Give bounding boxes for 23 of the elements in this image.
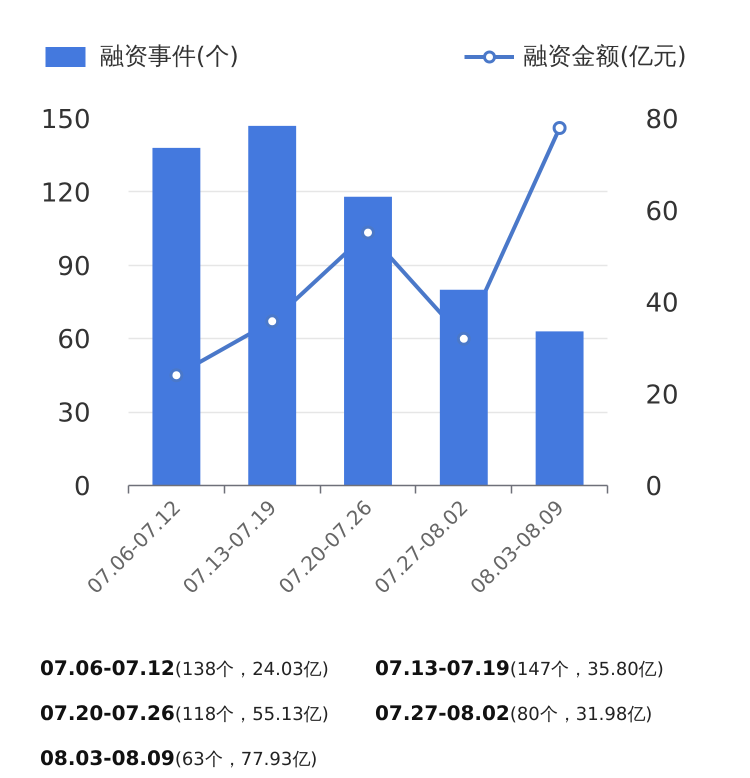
category-label: 07.27-08.02 xyxy=(375,701,510,725)
y2-tick-label: 0 xyxy=(646,472,662,502)
y2-tick-label: 80 xyxy=(646,105,679,135)
text: (147个，35.80亿) xyxy=(510,659,664,680)
y2-tick-label: 60 xyxy=(646,196,679,227)
y-tick-label: 120 xyxy=(40,178,91,208)
y-tick-label: 150 xyxy=(40,105,91,135)
legend-label: 融资事件(个) xyxy=(100,41,239,72)
y-tick-label: 30 xyxy=(57,398,91,429)
text: (63个，77.93亿) xyxy=(174,749,318,770)
category-label: 07.13-07.19 xyxy=(375,656,510,680)
legend-label: 融资金额(亿元) xyxy=(524,41,686,72)
text: (118个，55.13亿) xyxy=(174,704,329,725)
y-tick-label: 90 xyxy=(57,252,91,282)
text: (80个，31.98亿) xyxy=(510,704,652,725)
y-tick-label: 0 xyxy=(74,472,91,502)
y-tick-label: 60 xyxy=(57,325,91,356)
category-label: 07.20-07.26 xyxy=(40,701,175,725)
text: (138个，24.03亿) xyxy=(174,659,329,680)
y2-tick-label: 40 xyxy=(646,288,679,318)
y2-tick-label: 20 xyxy=(646,380,679,410)
category-label: 07.06-07.12 xyxy=(40,656,175,680)
category-label: 08.03-08.09 xyxy=(40,746,175,770)
